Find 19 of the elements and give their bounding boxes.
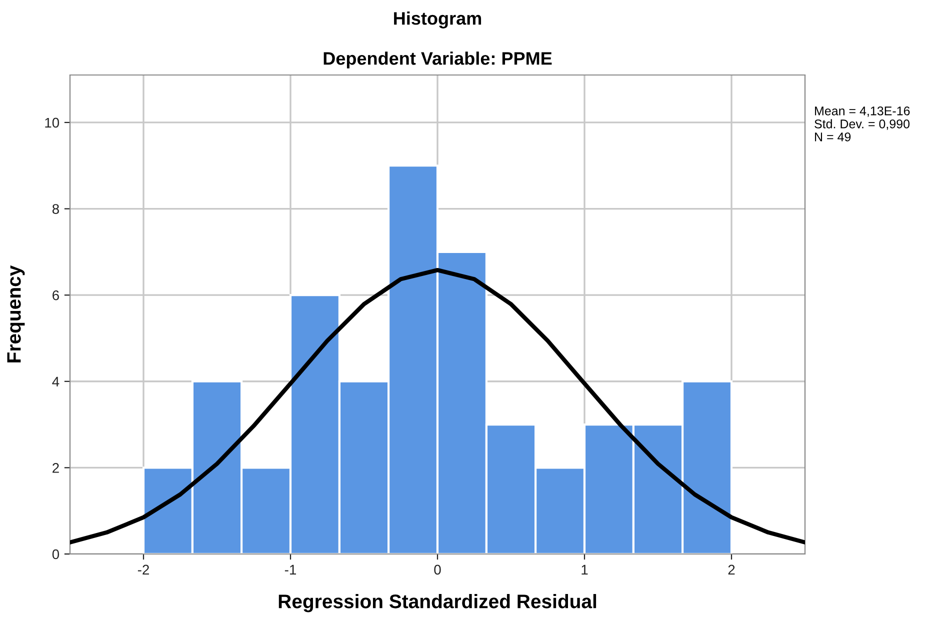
- text: N = 49: [815, 132, 851, 142]
- y-tick-label: 4: [52, 376, 60, 386]
- y-axis-title: Frequency: [7, 265, 25, 362]
- chart-title: Histogram: [394, 12, 482, 28]
- x-axis-title: Regression Standardized Residual: [278, 594, 596, 612]
- y-tick-label: 10: [45, 118, 60, 128]
- y-tick-label: 2: [52, 463, 59, 473]
- y-tick-label: 8: [52, 204, 59, 214]
- line-series: [70, 268, 805, 544]
- y-tick-label: 0: [52, 549, 60, 560]
- y-tick-label: 6: [52, 290, 59, 300]
- text: Std. Dev. = 0,990: [814, 119, 910, 130]
- x-tick-label: -1: [284, 564, 296, 574]
- x-tick-label: 0: [434, 564, 441, 575]
- x-tick-label: 2: [728, 564, 735, 574]
- chart-subtitle: Dependent Variable: PPME: [324, 52, 552, 68]
- text: Mean = 4,13E-16: [815, 106, 910, 117]
- x-tick-label: -2: [138, 564, 149, 574]
- x-tick-label: 1: [582, 564, 588, 574]
